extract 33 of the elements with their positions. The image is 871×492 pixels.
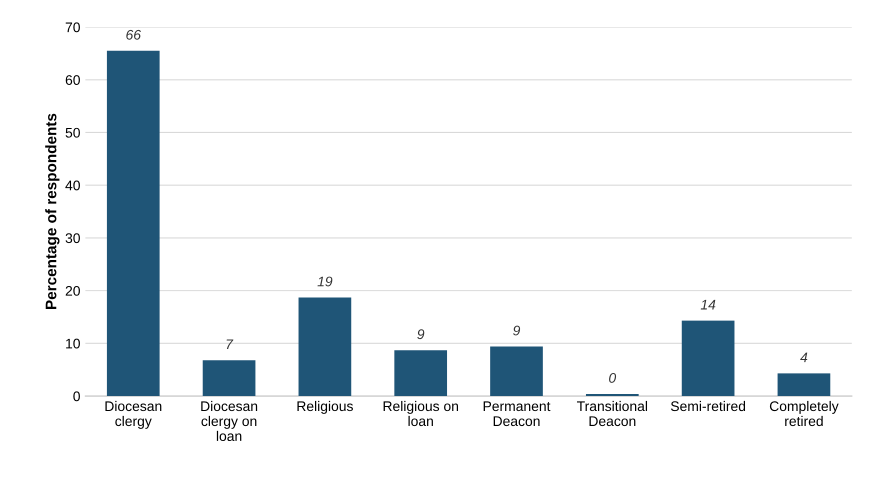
bar [586,394,639,396]
y-tick-label: 30 [66,233,80,244]
bar [298,297,352,396]
data-label: 4 [800,352,808,362]
y-tick-label: 0 [73,391,80,402]
x-tick-label: Permanent Deacon [484,401,550,426]
y-tick-label: 50 [66,128,80,138]
data-label: 19 [318,276,332,286]
y-axis-title: Percentage of respondents [45,114,60,310]
bar [394,350,448,396]
x-tick-label: Religious [297,400,353,414]
bar [490,346,543,396]
x-tick-label: Diocesan clergy [105,400,162,429]
x-tick-label: Religious on loan [384,400,458,426]
x-tick-label: Diocesan clergy on loan [201,400,258,442]
x-tick-label: Completely retired [770,400,839,426]
data-label: 14 [700,300,716,310]
y-tick-label: 60 [66,75,80,85]
y-tick-label: 10 [66,338,80,349]
y-tick-label: 70 [66,22,80,32]
bar [682,320,734,396]
y-tick-label: 20 [66,286,80,296]
data-label: 9 [513,326,520,336]
bar [778,373,830,396]
y-tick-label: 40 [65,180,80,190]
data-label: 0 [609,373,616,383]
data-label: 66 [126,30,141,40]
data-label: 9 [417,329,424,340]
bar [202,360,256,396]
x-tick-label: Transitional Deacon [576,400,648,426]
bar [106,50,160,396]
data-label: 7 [226,339,234,349]
x-tick-label: Semi-retired [670,400,746,412]
